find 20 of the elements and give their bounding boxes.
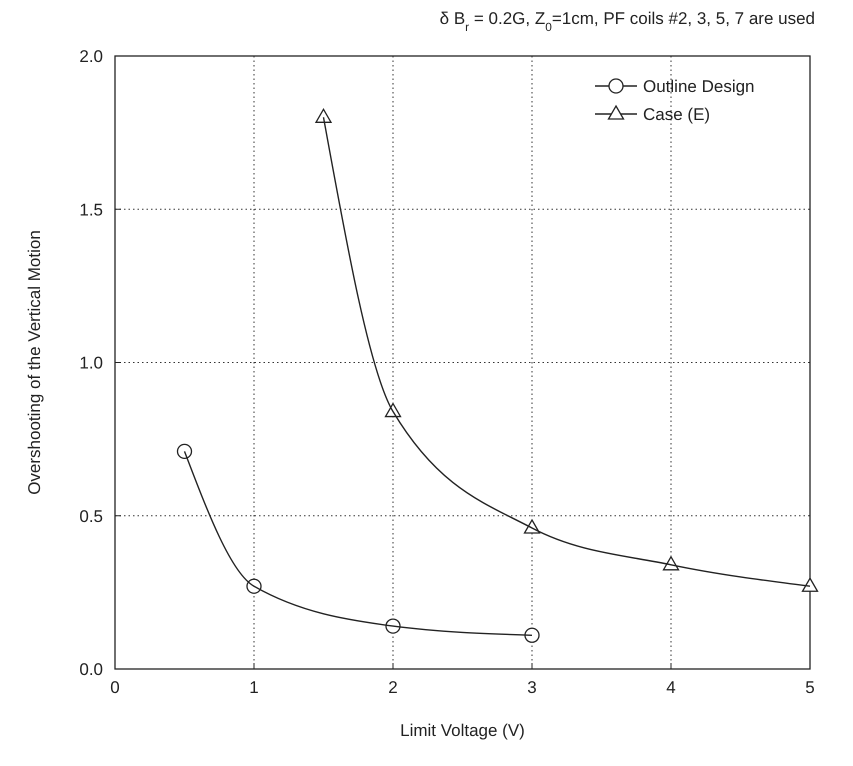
point [524, 628, 540, 643]
legend-label: Outline Design [643, 77, 755, 96]
y-tick-label: 0.5 [79, 506, 103, 526]
point [176, 444, 192, 460]
x-tick-label: 0 [110, 678, 120, 697]
x-tick-label: 4 [666, 678, 676, 697]
legend-label: Case (E) [643, 105, 710, 124]
chart-title: δ B$_{r}$ = 0.2G, Z$_{0}$=1cm, PF coils #2, 3, 5, 7 are used [440, 9, 815, 34]
point [315, 108, 332, 123]
y-tick-label: 1.0 [79, 354, 103, 372]
x-axis-title: Limit Voltage (V) [400, 721, 525, 740]
y-tick-label: 0.0 [79, 660, 103, 679]
x-tick-label: 1 [249, 678, 259, 697]
x-tick-label: 5 [805, 678, 815, 697]
x-tick-label: 2 [388, 678, 398, 697]
y-tick-label: 1.5 [79, 200, 103, 220]
point [802, 578, 818, 592]
y-tick-label: 2.0 [79, 47, 103, 66]
x-tick-label: 3 [527, 678, 537, 697]
y-axis-title: Overshooting of the Vertical Motion [25, 230, 44, 495]
